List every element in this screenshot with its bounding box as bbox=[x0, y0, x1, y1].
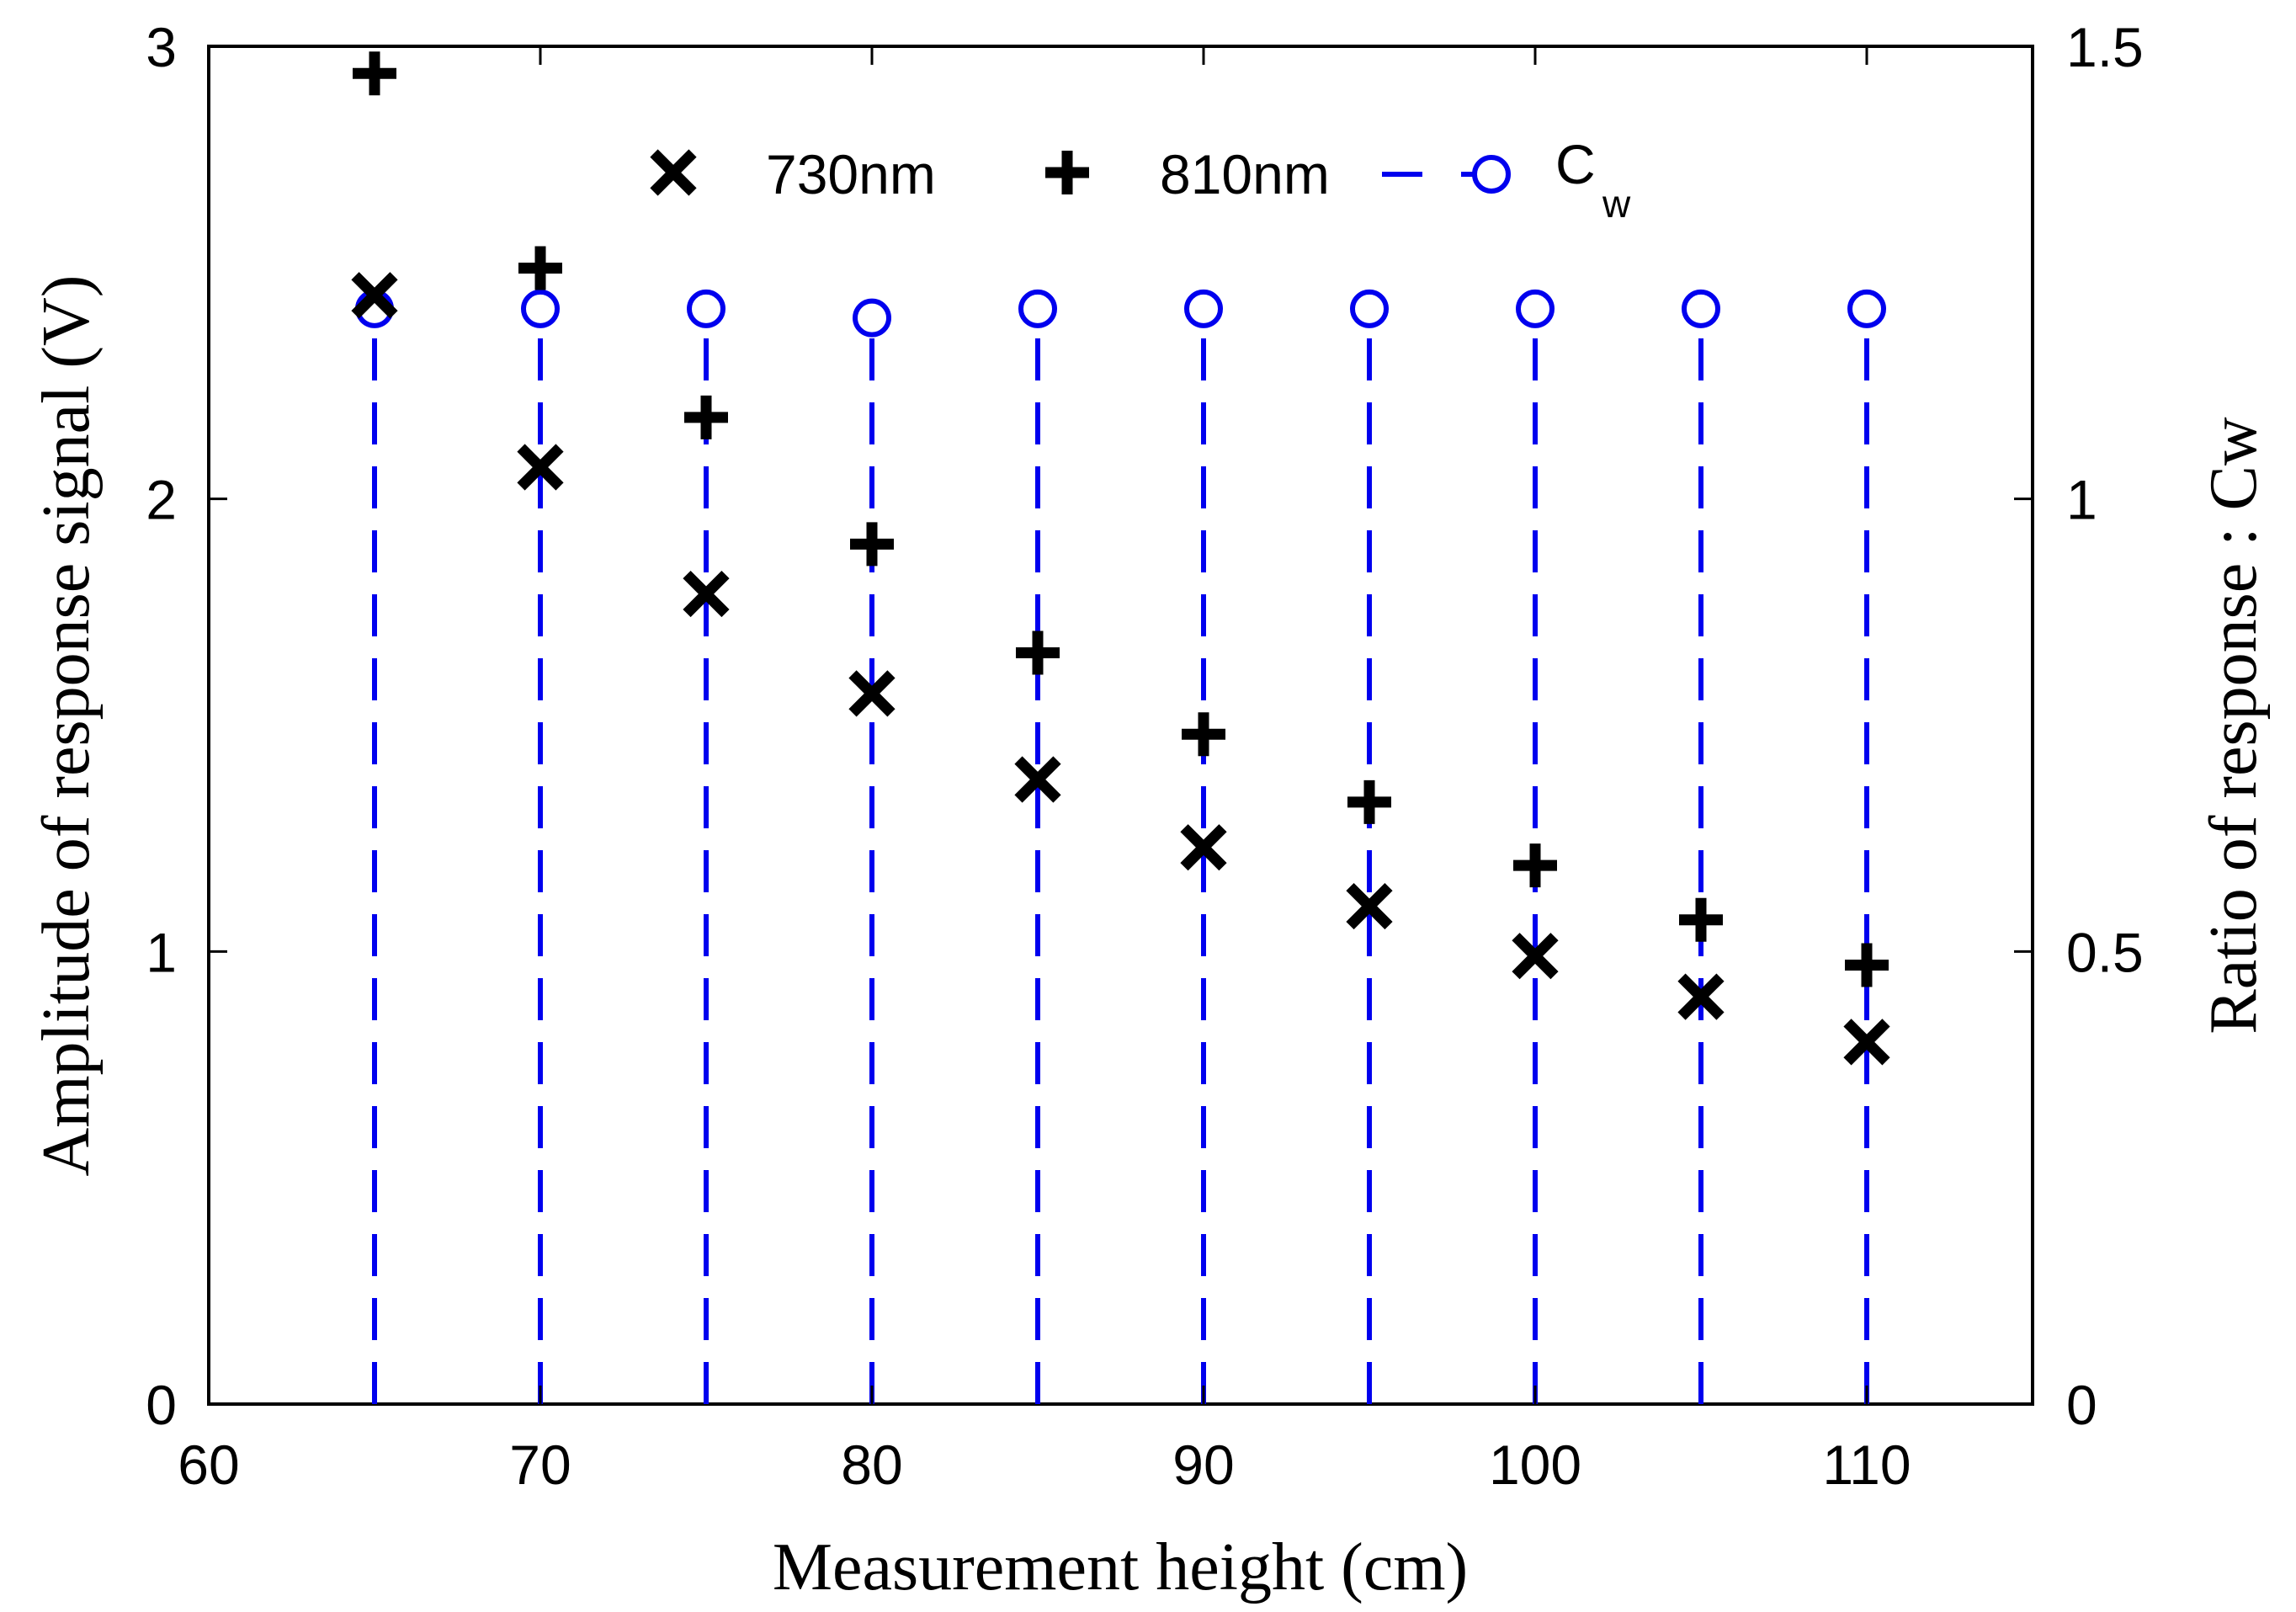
y2-axis-title: Ratio of response : Cw bbox=[2197, 417, 2271, 1034]
y2-tick-label: 0.5 bbox=[2066, 921, 2144, 983]
markers bbox=[351, 51, 1890, 1066]
point-810nm bbox=[1679, 897, 1723, 942]
point-810nm bbox=[1513, 843, 1557, 888]
legend-cw-subscript: w bbox=[1602, 182, 1631, 226]
cw-point bbox=[1018, 289, 1057, 328]
legend-plus-mark bbox=[1045, 151, 1089, 194]
cw-point bbox=[1184, 289, 1223, 328]
x-tick-label: 110 bbox=[1822, 1434, 1911, 1496]
legend-cw-marker bbox=[1382, 155, 1511, 194]
point-730nm bbox=[1180, 824, 1227, 871]
x-tick-label: 90 bbox=[1172, 1434, 1234, 1496]
point-810nm bbox=[1182, 712, 1225, 757]
cw-point bbox=[1350, 289, 1389, 328]
x-tick-label: 70 bbox=[509, 1434, 571, 1496]
axis-ticks bbox=[207, 45, 2033, 1406]
legend-x-mark bbox=[650, 149, 697, 196]
point-730nm bbox=[351, 272, 398, 319]
cw-stems bbox=[355, 289, 1886, 1404]
legend-cw-label: C bbox=[1555, 133, 1596, 195]
point-810nm bbox=[850, 522, 894, 567]
y2-tick-label: 1.5 bbox=[2066, 16, 2144, 78]
y2-tick-label: 0 bbox=[2066, 1374, 2097, 1436]
cw-point bbox=[1516, 289, 1555, 328]
legend-730nm-label: 730nm bbox=[766, 143, 936, 205]
legend-730nm-marker bbox=[650, 149, 697, 196]
legend-cw-circle bbox=[1472, 155, 1511, 194]
y-tick-label: 3 bbox=[146, 16, 177, 78]
x-tick-label: 80 bbox=[841, 1434, 902, 1496]
y-tick-label: 0 bbox=[146, 1374, 177, 1436]
cw-point bbox=[687, 289, 725, 328]
point-730nm bbox=[517, 444, 564, 491]
cw-point bbox=[1682, 289, 1720, 328]
point-730nm bbox=[1512, 933, 1559, 980]
point-810nm bbox=[353, 51, 396, 96]
point-730nm bbox=[848, 670, 896, 717]
legend-810nm-marker bbox=[1045, 151, 1089, 194]
tick-labels: 60 70 80 90 100 110 0 1 2 3 0 0.5 1 1.5 bbox=[146, 16, 2143, 1496]
legend-810nm-label: 810nm bbox=[1160, 143, 1330, 205]
point-730nm bbox=[1014, 756, 1061, 803]
cw-point bbox=[1847, 289, 1886, 328]
y-tick-label: 2 bbox=[146, 469, 177, 531]
y-tick-label: 1 bbox=[146, 921, 177, 983]
point-730nm bbox=[1677, 973, 1725, 1020]
y2-tick-label: 1 bbox=[2066, 469, 2097, 531]
cw-point bbox=[521, 289, 560, 328]
plot-area bbox=[207, 45, 2034, 1406]
x-tick-label: 100 bbox=[1489, 1434, 1581, 1496]
y-axis-title: Amplitude of response signal (V) bbox=[29, 275, 104, 1177]
point-730nm bbox=[683, 570, 730, 618]
point-730nm bbox=[1346, 882, 1393, 930]
point-810nm bbox=[1845, 943, 1889, 987]
point-810nm bbox=[1347, 779, 1391, 824]
x-axis-title: Measurement height (cm) bbox=[773, 1530, 1468, 1604]
point-730nm bbox=[1843, 1019, 1890, 1066]
point-810nm bbox=[1016, 630, 1060, 675]
point-810nm bbox=[684, 395, 728, 439]
x-tick-label: 60 bbox=[178, 1434, 239, 1496]
cw-point bbox=[853, 298, 891, 338]
point-810nm bbox=[518, 246, 562, 290]
legend: 730nm 810nm C w bbox=[650, 133, 1631, 226]
